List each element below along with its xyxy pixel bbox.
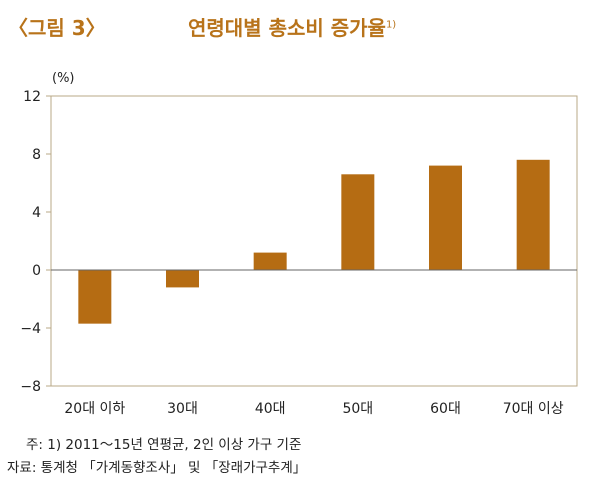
bar <box>516 159 550 270</box>
plot-frame <box>50 95 578 387</box>
x-tick-label: 40대 <box>255 401 286 417</box>
source-note: 자료: 통계청 「가계동향조사」 및 「장래가구추계」 <box>7 460 307 476</box>
x-tick-label: 20대 이하 <box>64 401 125 417</box>
y-tick-label: 8 <box>32 147 41 163</box>
y-tick-label: −8 <box>20 379 41 395</box>
figure-label: 〈그림 3〉 <box>8 16 106 40</box>
y-tick-label: 4 <box>32 205 41 221</box>
bar <box>166 270 199 288</box>
y-unit-label: (%) <box>52 71 75 86</box>
bar <box>78 270 112 324</box>
bar <box>429 165 462 270</box>
title-footnote-marker: 1) <box>385 19 397 31</box>
x-tick-label: 50대 <box>342 401 373 417</box>
y-tick-label: −4 <box>20 321 41 337</box>
y-tick-label: 0 <box>32 263 41 279</box>
bar-chart: −8 −4 0 4 8 12 (%) 20대 이하 30대 40대 50대 60대 70대 이상 <box>20 71 578 417</box>
bar <box>253 252 287 270</box>
x-tick-label: 30대 <box>167 401 198 417</box>
chart-title: 연령대별 총소비 증가율 <box>188 16 386 40</box>
x-tick-label: 70대 이상 <box>503 401 564 417</box>
bar <box>341 174 375 270</box>
x-tick-label: 60대 <box>430 401 461 417</box>
footnote: 주: 1) 2011～15년 연평균, 2인 이상 가구 기준 <box>26 437 302 453</box>
chart-title-block: 연령대별 총소비 증가율1) <box>188 12 396 41</box>
y-tick-label: 12 <box>23 89 41 105</box>
